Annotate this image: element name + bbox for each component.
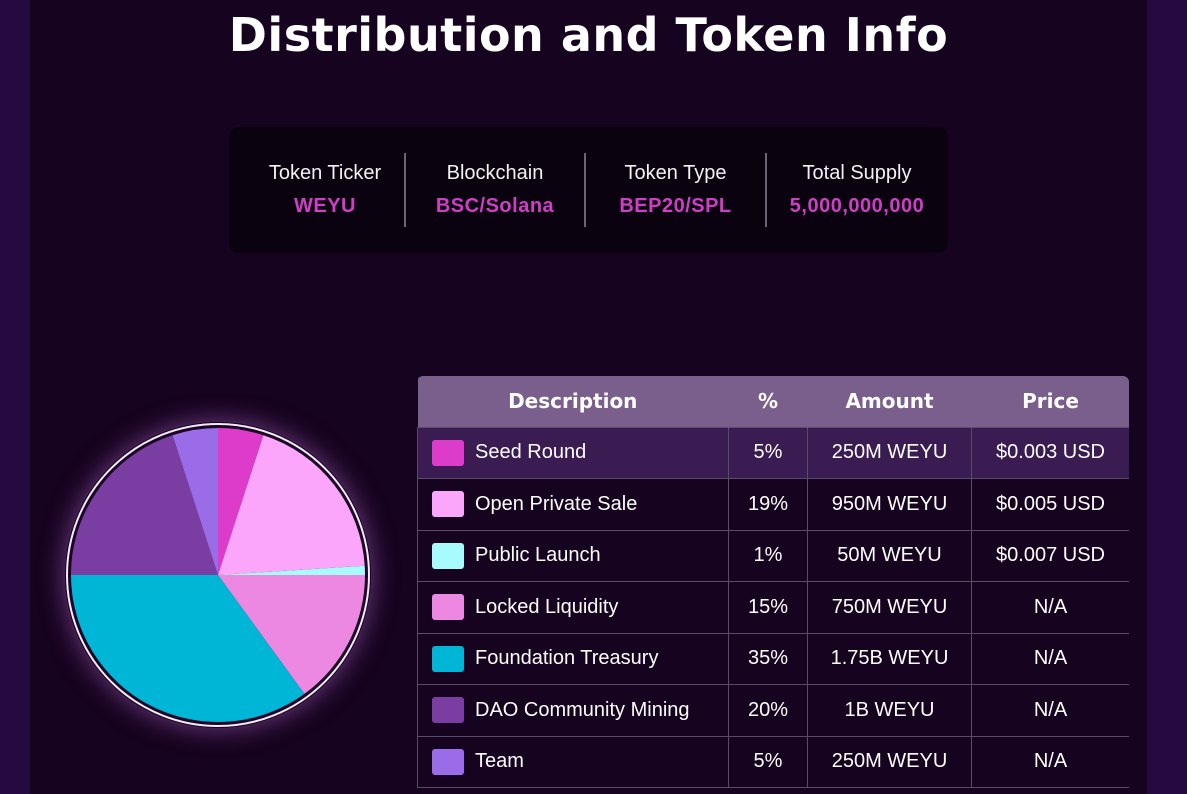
cell-percent: 5% [728,735,808,788]
color-swatch [432,697,464,724]
table-row: Open Private Sale 19% 950M WEYU $0.005 USD [417,478,1129,531]
token-ticker-item: Token Ticker WEYU [246,153,406,227]
cell-description: Open Private Sale [417,478,729,531]
cell-amount: 1.75B WEYU [807,632,972,685]
table-row: Public Launch 1% 50M WEYU $0.007 USD [417,529,1129,582]
pie-slice-dao-community-mining [71,435,218,575]
cell-amount: 50M WEYU [807,529,972,582]
cell-description: Locked Liquidity [417,581,729,634]
pie-slice-foundation-treasury [71,575,305,722]
cell-price: $0.003 USD [971,426,1129,479]
description-text: DAO Community Mining [475,698,690,721]
cell-percent: 15% [728,581,808,634]
total-supply-value: 5,000,000,000 [789,195,925,217]
cell-percent: 5% [728,426,808,479]
cell-description: Foundation Treasury [417,632,729,685]
token-ticker-value: WEYU [294,195,356,217]
table-row: Seed Round 5% 250M WEYU $0.003 USD [417,426,1129,479]
token-info-card: Token Ticker WEYU Blockchain BSC/Solana … [229,127,948,253]
distribution-table-wrap: Description % Amount Price Seed Round 5% 2… [417,376,1129,788]
color-swatch [432,748,464,775]
table-row: Foundation Treasury 35% 1.75B WEYU N/A [417,632,1129,685]
total-supply-label: Total Supply [802,162,912,184]
color-swatch [432,439,464,466]
pie-glow [65,422,371,728]
cell-percent: 35% [728,632,808,685]
pie-slice-locked-liquidity [218,575,365,694]
token-type-label: Token Type [624,162,727,184]
right-background-band [1147,0,1187,794]
cell-description: Seed Round [417,426,729,479]
blockchain-item: Blockchain BSC/Solana [406,153,586,227]
token-type-value: BEP20/SPL [619,195,732,217]
cell-amount: 250M WEYU [807,735,972,788]
table-header-row: Description % Amount Price [417,376,1129,427]
cell-price: $0.005 USD [971,478,1129,531]
cell-price: N/A [971,684,1129,737]
header-description: Description [417,376,729,427]
cell-description: Public Launch [417,529,729,582]
blockchain-label: Blockchain [446,162,544,184]
color-swatch [432,542,464,569]
header-price: Price [971,376,1129,427]
blockchain-value: BSC/Solana [435,195,555,217]
left-background-band [0,0,30,794]
header-amount: Amount [807,376,972,427]
color-swatch [432,491,464,518]
cell-percent: 19% [728,478,808,531]
table-row: Team 5% 250M WEYU N/A [417,735,1129,788]
header-percent: % [728,376,808,427]
pie-slice-public-launch [218,565,365,575]
token-ticker-label: Token Ticker [268,162,382,184]
cell-amount: 750M WEYU [807,581,972,634]
distribution-table: Description % Amount Price Seed Round 5% 2… [417,376,1129,788]
cell-amount: 950M WEYU [807,478,972,531]
cell-percent: 20% [728,684,808,737]
table-row: DAO Community Mining 20% 1B WEYU N/A [417,684,1129,737]
pie-slice-open-private-sale [218,435,365,575]
description-text: Locked Liquidity [475,595,619,618]
cell-amount: 1B WEYU [807,684,972,737]
description-text: Team [475,750,524,773]
cell-percent: 1% [728,529,808,582]
color-swatch [432,594,464,621]
cell-price: N/A [971,735,1129,788]
pie-slice-team [172,428,218,575]
table-row: Locked Liquidity 15% 750M WEYU N/A [417,581,1129,634]
main-content: Distribution and Token Info Token Ticker… [30,0,1147,794]
description-text: Seed Round [475,441,587,464]
cell-description: Team [417,735,729,788]
cell-price: $0.007 USD [971,529,1129,582]
cell-amount: 250M WEYU [807,426,972,479]
description-text: Open Private Sale [475,492,638,515]
total-supply-item: Total Supply 5,000,000,000 [767,153,947,227]
cell-price: N/A [971,632,1129,685]
token-type-item: Token Type BEP20/SPL [586,153,767,227]
pie-slice-seed-round [218,428,264,575]
description-text: Public Launch [475,544,601,567]
page-title: Distribution and Token Info [228,8,949,62]
cell-price: N/A [971,581,1129,634]
cell-description: DAO Community Mining [417,684,729,737]
color-swatch [432,645,464,672]
description-text: Foundation Treasury [475,647,659,670]
pie-svg [66,423,370,727]
distribution-pie-chart [65,422,371,728]
